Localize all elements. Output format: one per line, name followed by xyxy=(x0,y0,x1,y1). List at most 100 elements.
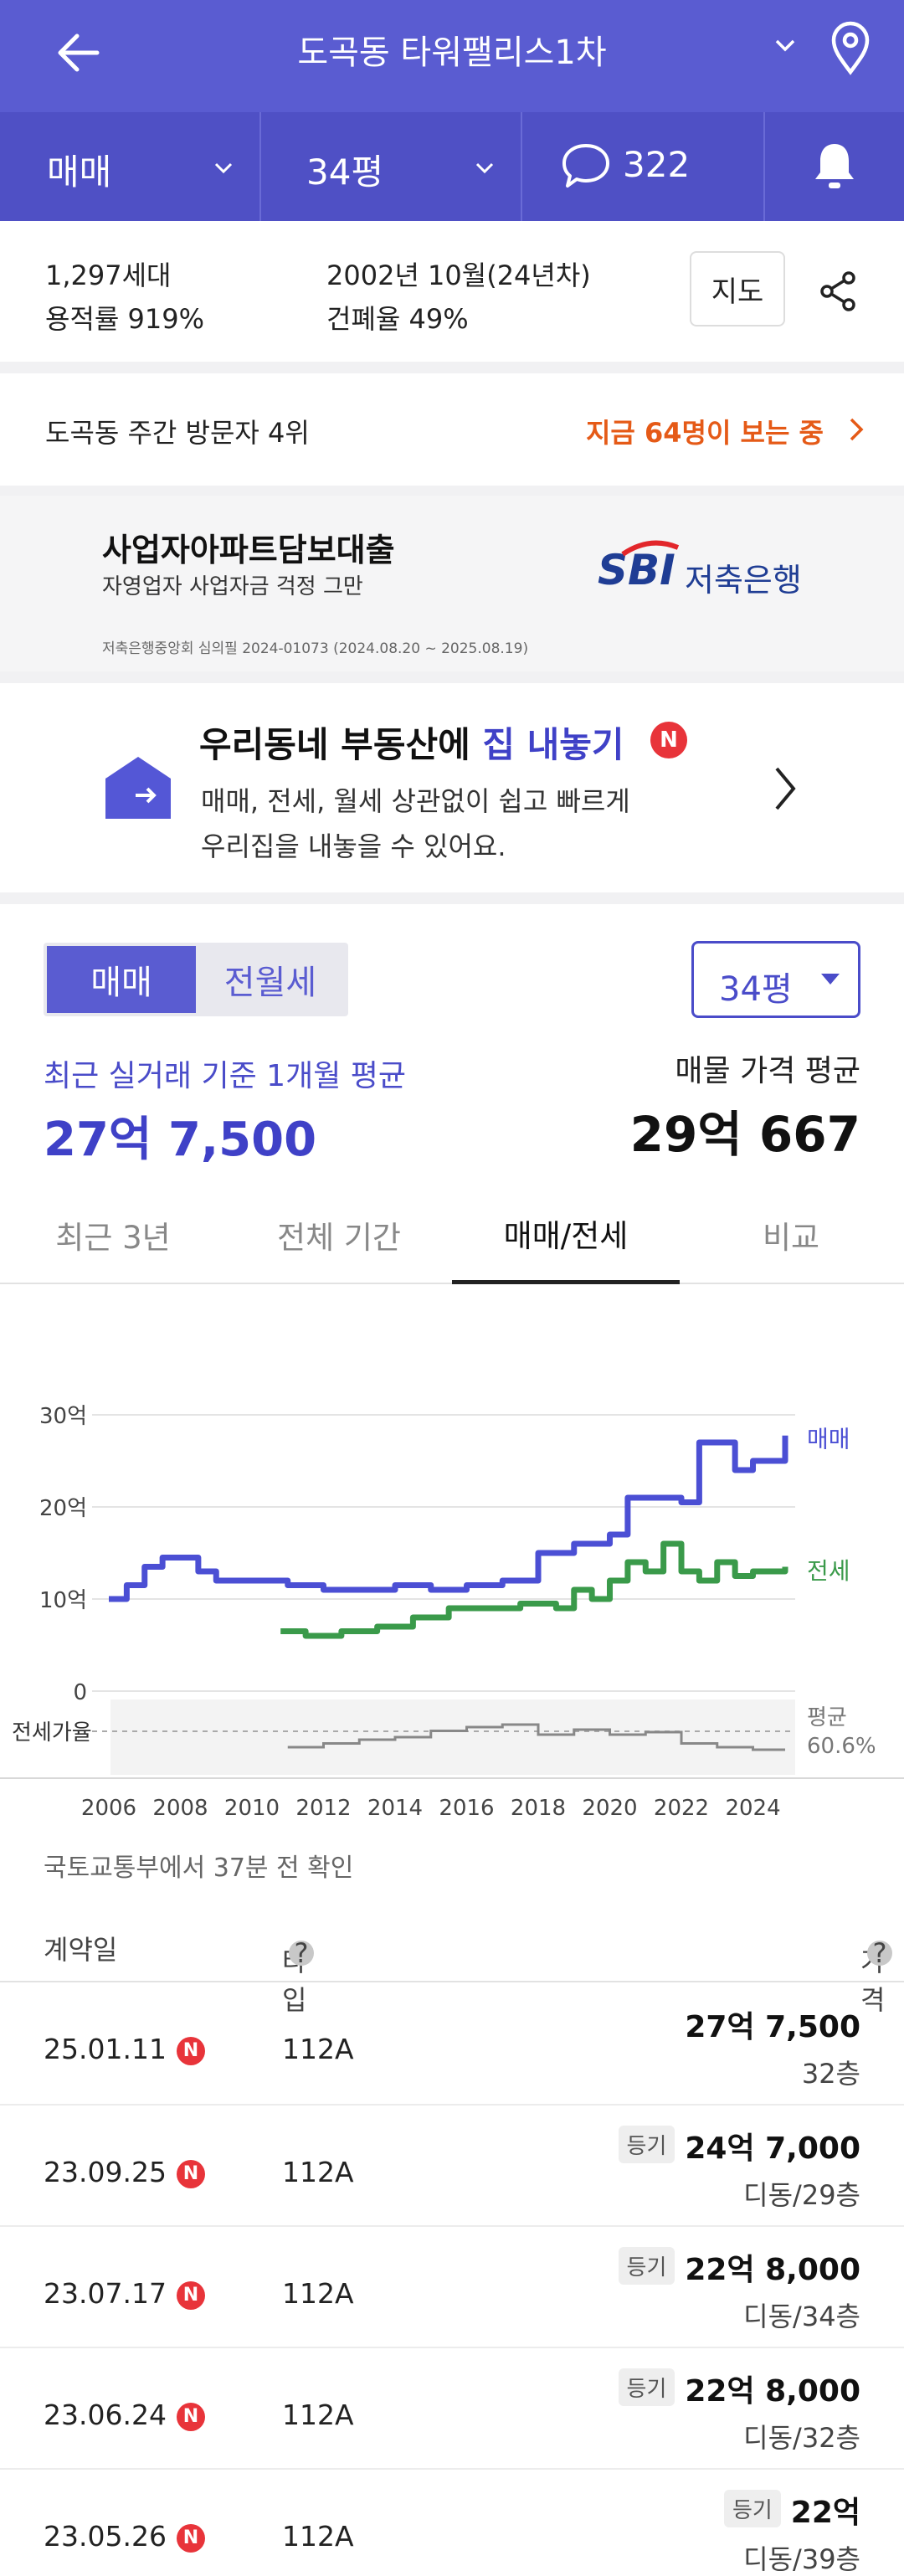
question-circle-icon[interactable]: ? xyxy=(289,1937,314,1969)
y-tick-label: 20억 xyxy=(39,1496,87,1521)
contract-date: 25.01.11 N xyxy=(44,2033,205,2065)
x-tick-label: 2006 xyxy=(81,1796,136,1821)
listing-average-label: 매물 가격 평균 xyxy=(675,1054,860,1088)
listing-average-value: 29억 667 xyxy=(629,1106,860,1163)
chevron-right-icon xyxy=(775,767,796,810)
map-button[interactable]: 지도 xyxy=(690,251,785,326)
deal-type-select[interactable]: 매매 xyxy=(0,112,261,221)
chevron-down-icon xyxy=(475,162,494,174)
chart-tabs: 최근 3년 전체 기간 매매/전세 비교 xyxy=(0,1185,904,1284)
new-badge: N xyxy=(176,2280,205,2310)
top-app-bar: 도곡동 타워팰리스1차 xyxy=(0,0,904,112)
unit-type: 112A xyxy=(282,2277,354,2310)
size-select[interactable]: 34평 xyxy=(261,112,522,221)
y-tick-label: 0 xyxy=(73,1680,87,1705)
registered-badge: 등기 xyxy=(618,2368,675,2406)
registered-badge: 등기 xyxy=(618,2126,675,2163)
segment-rent[interactable]: 전월세 xyxy=(223,964,317,1002)
listing-title-accent: 집 내놓기 xyxy=(482,724,624,765)
chevron-down-icon xyxy=(775,39,795,52)
deal-floor: 디동/29층 xyxy=(743,2179,860,2211)
unit-type: 112A xyxy=(282,2033,354,2065)
visitor-rank-text: 도곡동 주간 방문자 4위 xyxy=(45,417,310,449)
contract-date: 23.06.24 N xyxy=(44,2399,205,2431)
price-chart-svg: 30억 20억 10억 0 2006 2008 2010 2012 2014 2016 2018 20… xyxy=(0,1404,904,1821)
ratio-average-value: 60.6% xyxy=(807,1734,876,1759)
ad-bank-name: 저축은행 xyxy=(685,562,802,599)
contract-date-text: 23.09.25 xyxy=(44,2156,167,2188)
deal-floor: 32층 xyxy=(801,2058,860,2090)
recent-average-label: 최근 실거래 기준 1개월 평균 xyxy=(44,1059,406,1093)
speech-bubble-icon xyxy=(562,144,609,188)
listing-title: 우리동네 부동산에 집 내놓기 xyxy=(199,717,624,768)
series-line-jeonse xyxy=(280,1540,788,1639)
registered-badge: 등기 xyxy=(723,2490,781,2527)
size-dropdown[interactable]: 34평 xyxy=(691,941,860,1018)
table-row[interactable]: 25.01.11 N 112A 27억 7,500 32층 xyxy=(0,1984,904,2106)
filter-bar: 매매 34평 322 xyxy=(0,112,904,221)
ad-subtitle: 자영업자 사업자금 걱정 그만 xyxy=(102,574,363,599)
contract-date: 23.09.25 N xyxy=(44,2156,205,2188)
caret-down-icon xyxy=(821,974,840,985)
tab-recent-3y[interactable]: 최근 3년 xyxy=(55,1220,171,1256)
series-label-sale: 매매 xyxy=(807,1426,850,1453)
series-label-jeonse: 전세 xyxy=(807,1557,850,1585)
size-dropdown-label: 34평 xyxy=(719,970,793,1009)
table-row[interactable]: 23.09.25 N 112A 24억 7,000 디동/29층 등기 xyxy=(0,2106,904,2227)
share-icon[interactable] xyxy=(815,268,862,315)
segment-sale[interactable]: 매매 xyxy=(47,946,196,1013)
x-tick-label: 2012 xyxy=(295,1796,351,1821)
table-row[interactable]: 23.05.26 N 112A 22억 디동/39층 등기 xyxy=(0,2470,904,2576)
deal-floor: 디동/32층 xyxy=(743,2422,860,2454)
brand-swoosh xyxy=(621,540,680,557)
recent-average-value: 27억 7,500 xyxy=(44,1113,317,1167)
x-tick-label: 2022 xyxy=(654,1796,709,1821)
unit-type: 112A xyxy=(282,2156,354,2188)
deal-floor: 디동/34층 xyxy=(743,2301,860,2332)
page-title[interactable]: 도곡동 타워팰리스1차 xyxy=(297,33,607,72)
deal-price: 22억 xyxy=(790,2496,860,2530)
tab-compare[interactable]: 비교 xyxy=(762,1220,820,1256)
built-year-text: 2002년 10월(24년차) xyxy=(326,260,591,291)
visitor-rank-bar[interactable]: 도곡동 주간 방문자 4위 지금 64명이 보는 중 xyxy=(0,373,904,486)
x-tick-label: 2018 xyxy=(511,1796,566,1821)
x-tick-label: 2020 xyxy=(582,1796,637,1821)
tab-sale-rent[interactable]: 매매/전세 xyxy=(452,1185,680,1284)
new-badge: N xyxy=(650,722,687,758)
section-divider xyxy=(0,892,904,904)
ratio-band xyxy=(110,1699,795,1775)
ad-fine-print: 저축은행중앙회 심의필 2024-01073 (2024.08.20 ~ 202… xyxy=(102,640,529,657)
listing-desc-line2: 우리집을 내놓을 수 있어요. xyxy=(201,830,506,862)
comments-button[interactable]: 322 xyxy=(522,112,765,221)
question-circle-icon[interactable]: ? xyxy=(867,1937,892,1969)
contract-date-text: 23.06.24 xyxy=(44,2399,167,2431)
contract-date-text: 23.05.26 xyxy=(44,2520,167,2553)
x-tick-label: 2008 xyxy=(152,1796,208,1821)
location-button[interactable] xyxy=(827,18,874,77)
contract-date: 23.07.17 N xyxy=(44,2277,205,2310)
table-row[interactable]: 23.06.24 N 112A 22억 8,000 디동/32층 등기 xyxy=(0,2348,904,2470)
unit-type: 112A xyxy=(282,2520,354,2553)
bcr-text: 건폐율 49% xyxy=(326,303,469,335)
list-my-home-banner[interactable]: 우리동네 부동산에 집 내놓기 N 매매, 전세, 월세 상관없이 쉽고 빠르게… xyxy=(0,683,904,892)
new-badge: N xyxy=(176,2159,205,2188)
tab-all-period[interactable]: 전체 기간 xyxy=(277,1220,401,1256)
deal-price: 27억 7,500 xyxy=(685,2010,860,2044)
listing-title-plain: 우리동네 부동산에 xyxy=(199,724,483,765)
deal-type-label: 매매 xyxy=(47,152,112,193)
col-date: 계약일 xyxy=(44,1934,118,1966)
x-tick-label: 2016 xyxy=(439,1796,494,1821)
title-dropdown-toggle[interactable] xyxy=(768,28,802,62)
notification-button[interactable] xyxy=(765,112,904,221)
unit-type: 112A xyxy=(282,2399,354,2431)
ratio-label: 전세가율 xyxy=(12,1720,92,1746)
source-note: 국토교통부에서 37분 전 확인 xyxy=(44,1854,354,1883)
x-tick-label: 2024 xyxy=(725,1796,780,1821)
back-button[interactable] xyxy=(50,23,109,82)
ad-banner[interactable]: 사업자아파트담보대출 자영업자 사업자금 걱정 그만 저축은행중앙회 심의필 2… xyxy=(0,496,904,671)
watching-now-text: 지금 64명이 보는 중 xyxy=(585,417,824,449)
deal-price: 22억 8,000 xyxy=(685,2374,860,2409)
section-divider xyxy=(0,362,904,373)
deal-segment-control: 매매 전월세 xyxy=(44,943,348,1016)
table-row[interactable]: 23.07.17 N 112A 22억 8,000 디동/34층 등기 xyxy=(0,2227,904,2348)
